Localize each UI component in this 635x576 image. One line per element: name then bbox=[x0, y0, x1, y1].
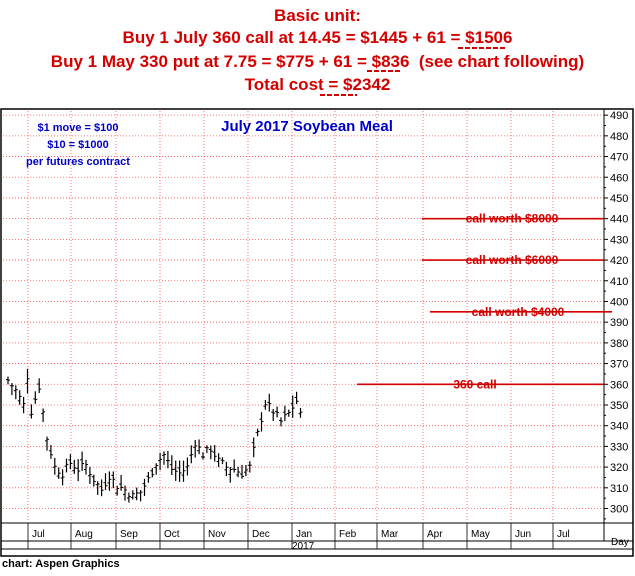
total-cost-line: Total cost = $2342 bbox=[244, 75, 391, 94]
x-tick-label: Aug bbox=[75, 529, 93, 540]
y-tick-label: 480 bbox=[610, 131, 628, 143]
x-axis-unit-label: Day bbox=[611, 537, 629, 548]
annotation-label: call worth $4000 bbox=[472, 305, 565, 319]
x-tick-label: Feb bbox=[339, 529, 357, 540]
y-tick-label: 440 bbox=[610, 214, 628, 226]
y-tick-label: 380 bbox=[610, 338, 628, 350]
y-tick-label: 340 bbox=[610, 421, 628, 433]
y-tick-label: 320 bbox=[610, 462, 628, 474]
call-line: Buy 1 July 360 call at 14.45 = $1445 + 6… bbox=[122, 28, 513, 47]
header: Basic unit: Buy 1 July 360 call at 14.45… bbox=[0, 0, 635, 108]
x-tick-label: Nov bbox=[208, 529, 226, 540]
put-line: Buy 1 May 330 put at 7.75 = $775 + 61 = … bbox=[50, 52, 585, 71]
y-tick-label: 470 bbox=[610, 152, 628, 164]
y-tick-label: 370 bbox=[610, 359, 628, 371]
chart-title: July 2017 Soybean Meal bbox=[221, 118, 393, 135]
y-tick-label: 360 bbox=[610, 379, 628, 391]
chart-credit: chart: Aspen Graphics bbox=[2, 558, 120, 570]
y-tick-label: 400 bbox=[610, 296, 628, 308]
x-tick-label: Jan bbox=[296, 529, 312, 540]
y-tick-label: 490 bbox=[610, 110, 628, 122]
y-tick-label: 350 bbox=[610, 400, 628, 412]
y-tick-label: 300 bbox=[610, 504, 628, 516]
x-tick-label: Mar bbox=[381, 529, 399, 540]
y-tick-label: 420 bbox=[610, 255, 628, 267]
chart-frame bbox=[0, 108, 634, 557]
y-tick-label: 460 bbox=[610, 172, 628, 184]
y-tick-label: 430 bbox=[610, 234, 628, 246]
x-tick-label: Jul bbox=[32, 529, 45, 540]
x-tick-label: May bbox=[471, 529, 490, 540]
annotation-label: call worth $8000 bbox=[466, 212, 559, 226]
header-title: Basic unit: bbox=[274, 6, 361, 25]
x-tick-label: Apr bbox=[427, 529, 443, 540]
contract-note: per futures contract bbox=[26, 156, 130, 168]
x-tick-label: Sep bbox=[120, 529, 138, 540]
contract-note: $10 = $1000 bbox=[47, 139, 108, 151]
x-tick-label: Jul bbox=[557, 529, 570, 540]
y-tick-label: 310 bbox=[610, 483, 628, 495]
y-tick-label: 390 bbox=[610, 317, 628, 329]
x-tick-label: Dec bbox=[252, 529, 270, 540]
contract-note: $1 move = $100 bbox=[37, 122, 118, 134]
annotation-label: 360 call bbox=[453, 377, 496, 391]
price-bars bbox=[6, 368, 303, 503]
y-tick-label: 330 bbox=[610, 441, 628, 453]
y-tick-label: 410 bbox=[610, 276, 628, 288]
x-tick-label: Jun bbox=[515, 529, 531, 540]
x-tick-label: Oct bbox=[164, 529, 180, 540]
y-tick-label: 450 bbox=[610, 193, 628, 205]
annotation-label: call worth $6000 bbox=[466, 253, 559, 267]
year-label: 2017 bbox=[292, 541, 315, 552]
